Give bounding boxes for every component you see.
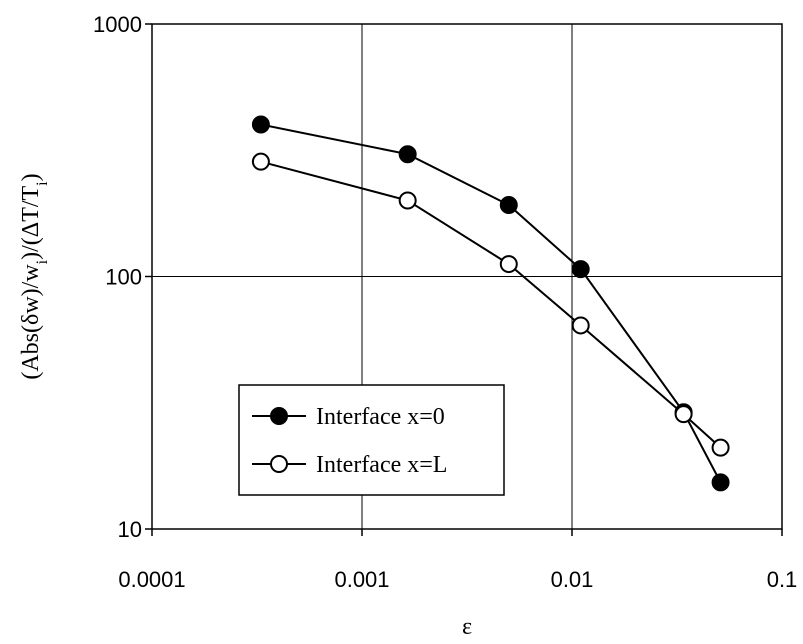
filled-data-point [398, 145, 417, 164]
legend-box [238, 384, 505, 496]
series-line [260, 123, 722, 483]
filled-data-point [251, 115, 270, 134]
x-tick-label: 0.0001 [118, 567, 185, 592]
y-tick-label: 100 [105, 265, 142, 290]
open-data-point [674, 405, 693, 424]
y-axis-title: (Abs(δw)/wi)/(ΔT/Ti) [18, 173, 51, 379]
filled-data-point [499, 195, 518, 214]
open-data-point [711, 438, 730, 457]
filled-data-point [571, 260, 590, 279]
y-title-part-b: )/(ΔT/T [18, 185, 44, 259]
x-tick-label: 0.01 [551, 567, 594, 592]
y-title-part-c: ) [18, 173, 44, 181]
filled-data-point [711, 473, 730, 492]
legend-filled-marker [270, 407, 288, 425]
x-tick-label: 0.1 [767, 567, 798, 592]
legend-open-marker [270, 455, 288, 473]
y-title-part-a: (Abs(δw)/w [18, 264, 44, 380]
open-data-point [251, 152, 270, 171]
y-title-sub-1: i [34, 259, 51, 264]
x-tick-label: 0.001 [334, 567, 389, 592]
open-data-point [571, 316, 590, 335]
legend-label: Interface x=L [316, 452, 447, 478]
series-markers [251, 115, 730, 492]
y-tick-label: 10 [118, 517, 142, 542]
x-axis-title: ε [462, 614, 472, 640]
y-title-sub-2: i [34, 181, 51, 186]
y-tick-label: 1000 [93, 12, 142, 37]
legend: Interface x=0 Interface x=L [238, 384, 505, 496]
x-tick-labels: 0.0001 0.001 0.01 0.1 [118, 529, 797, 592]
open-data-point [499, 255, 518, 274]
y-tick-labels: 10 100 1000 [93, 12, 152, 542]
open-data-point [398, 191, 417, 210]
legend-label: Interface x=0 [316, 404, 445, 430]
